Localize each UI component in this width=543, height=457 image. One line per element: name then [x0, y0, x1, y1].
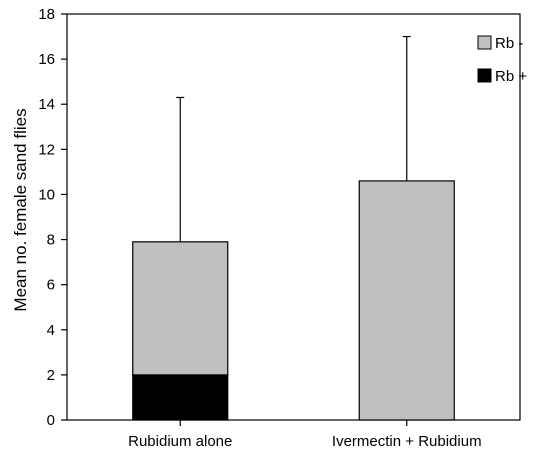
- plot-area: [66, 13, 521, 421]
- y-tick-label: 4: [47, 322, 55, 339]
- plot-frame: [66, 13, 521, 421]
- x-axis: Rubidium alone Ivermectin + Rubidium: [128, 420, 482, 450]
- legend-label: Rb +: [495, 68, 527, 85]
- legend: Rb - Rb +: [477, 35, 527, 85]
- y-tick-label: 16: [38, 51, 55, 68]
- y-tick-label: 14: [38, 96, 55, 113]
- y-tick-label: 0: [47, 412, 55, 429]
- y-tick-label: 6: [47, 277, 55, 294]
- y-tick-label: 18: [38, 6, 55, 23]
- bar-rb-1: [132, 374, 229, 421]
- legend-label: Rb -: [495, 35, 523, 52]
- x-tick-label: Ivermectin + Rubidium: [332, 433, 482, 450]
- x-tick-label: Rubidium alone: [128, 433, 232, 450]
- bar-rb-2: [358, 180, 455, 421]
- bar-rb-1: [132, 241, 229, 376]
- y-tick-label: 8: [47, 232, 55, 249]
- y-tick-label: 12: [38, 141, 55, 158]
- y-axis-title: Mean no. female sand flies: [11, 108, 30, 311]
- legend-swatch: [477, 68, 492, 83]
- y-axis: 0 2 4 6 8 10 12 14 16 18: [38, 6, 67, 429]
- y-tick-label: 2: [47, 367, 55, 384]
- y-tick-label: 10: [38, 186, 55, 203]
- legend-swatch: [477, 35, 492, 50]
